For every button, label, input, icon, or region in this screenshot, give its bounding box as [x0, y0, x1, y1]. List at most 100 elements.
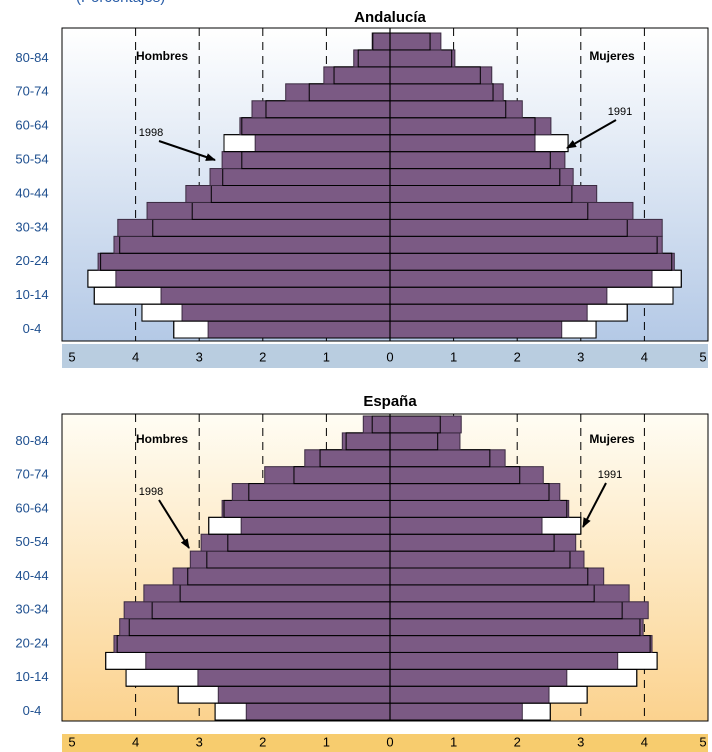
x-tick-label: 3 — [196, 734, 203, 749]
bar-1998 — [389, 185, 598, 203]
chart-title: España — [363, 393, 417, 410]
bar-1998 — [389, 668, 568, 687]
bar-1998 — [146, 201, 391, 220]
bar-1998 — [160, 286, 391, 305]
axis-strip — [62, 734, 708, 752]
chart-title: Andalucía — [354, 9, 426, 26]
bar-1998 — [389, 702, 523, 721]
x-tick-label: 1 — [450, 734, 457, 749]
bar-1998 — [251, 100, 391, 119]
y-tick-label: 60-64 — [15, 500, 48, 515]
y-tick-label: 0-4 — [23, 703, 42, 718]
bar-1998 — [389, 618, 644, 637]
bar-1998 — [113, 235, 391, 254]
y-tick-label: 30-34 — [15, 602, 48, 617]
bar-1998 — [389, 320, 563, 339]
x-tick-label: 1 — [323, 349, 330, 364]
x-tick-label: 1 — [450, 349, 457, 364]
bar-1998 — [389, 269, 653, 288]
y-tick-label: 70-74 — [15, 84, 48, 99]
bar-1998 — [389, 218, 663, 237]
bar-1998 — [389, 567, 605, 586]
bar-1998 — [371, 32, 391, 51]
bar-1998 — [341, 432, 391, 451]
bar-1998 — [389, 235, 663, 254]
annotation-arrow — [566, 119, 617, 149]
bar-1998 — [221, 151, 391, 170]
x-tick-label: 3 — [577, 734, 584, 749]
bar-1998 — [245, 702, 391, 721]
bar-1998 — [239, 117, 391, 136]
x-tick-label: 3 — [577, 349, 584, 364]
y-tick-label: 10-14 — [15, 287, 48, 302]
bar-1998 — [200, 533, 391, 552]
bar-1998 — [389, 415, 462, 434]
bar-1998 — [264, 466, 391, 485]
y-tick-label: 0-4 — [23, 321, 42, 336]
bar-1998 — [389, 449, 506, 468]
y-tick-label: 80-84 — [15, 50, 48, 65]
bar-1998 — [221, 499, 391, 518]
bar-1998 — [240, 516, 391, 535]
bar-1998 — [389, 651, 619, 670]
x-tick-label: 2 — [259, 349, 266, 364]
bar-1998 — [117, 218, 391, 237]
bar-1998 — [389, 201, 634, 220]
y-tick-label: 40-44 — [15, 185, 48, 200]
left-label: Hombres — [136, 49, 188, 63]
bar-1998 — [389, 584, 630, 603]
annotation-arrow — [582, 482, 607, 528]
bar-1998 — [389, 252, 675, 271]
y-tick-label: 30-34 — [15, 219, 48, 234]
x-tick-label: 5 — [699, 349, 706, 364]
bar-1998 — [389, 66, 493, 85]
bar-1998 — [389, 499, 570, 518]
bar-1998 — [285, 83, 391, 102]
bar-1998 — [389, 83, 504, 102]
annotation: 1998 — [139, 127, 163, 139]
y-tick-label: 20-24 — [15, 635, 48, 650]
bar-1998 — [231, 483, 391, 501]
bar-1998 — [197, 668, 391, 687]
y-tick-label: 50-54 — [15, 534, 48, 549]
bar-1998 — [113, 635, 391, 653]
y-tick-label: 80-84 — [15, 433, 48, 448]
y-tick-label: 40-44 — [15, 568, 48, 583]
x-tick-label: 3 — [196, 349, 203, 364]
bar-1998 — [185, 185, 391, 203]
x-tick-label: 4 — [641, 734, 648, 749]
bar-1998 — [389, 286, 608, 305]
bar-1998 — [389, 134, 536, 153]
bar-1998 — [389, 601, 649, 620]
x-tick-label: 2 — [259, 734, 266, 749]
bar-1998 — [97, 252, 391, 271]
y-tick-label: 60-64 — [15, 118, 48, 133]
bar-1998 — [143, 584, 391, 603]
bar-1998 — [189, 550, 391, 569]
bar-1998 — [217, 685, 391, 704]
x-tick-label: 5 — [699, 734, 706, 749]
annotation: 1998 — [139, 486, 163, 498]
bar-1998 — [389, 466, 544, 485]
bar-1998 — [389, 483, 561, 501]
x-tick-label: 4 — [132, 349, 139, 364]
bar-1998 — [389, 635, 653, 653]
x-tick-label: 1 — [323, 734, 330, 749]
x-tick-label: 5 — [68, 734, 75, 749]
y-tick-label: 20-24 — [15, 253, 48, 268]
y-tick-label: 50-54 — [15, 152, 48, 167]
bar-1998 — [389, 533, 577, 552]
x-tick-label: 0 — [386, 734, 393, 749]
bar-1998 — [207, 320, 391, 339]
right-label: Mujeres — [589, 49, 635, 63]
annotation-arrow — [158, 499, 190, 549]
x-tick-label: 5 — [68, 349, 75, 364]
bar-1998 — [389, 49, 456, 68]
annotation-arrow — [158, 140, 216, 161]
bar-1998 — [389, 32, 442, 51]
bar-1998 — [181, 303, 391, 322]
x-tick-label: 2 — [514, 349, 521, 364]
bar-1998 — [389, 685, 550, 704]
